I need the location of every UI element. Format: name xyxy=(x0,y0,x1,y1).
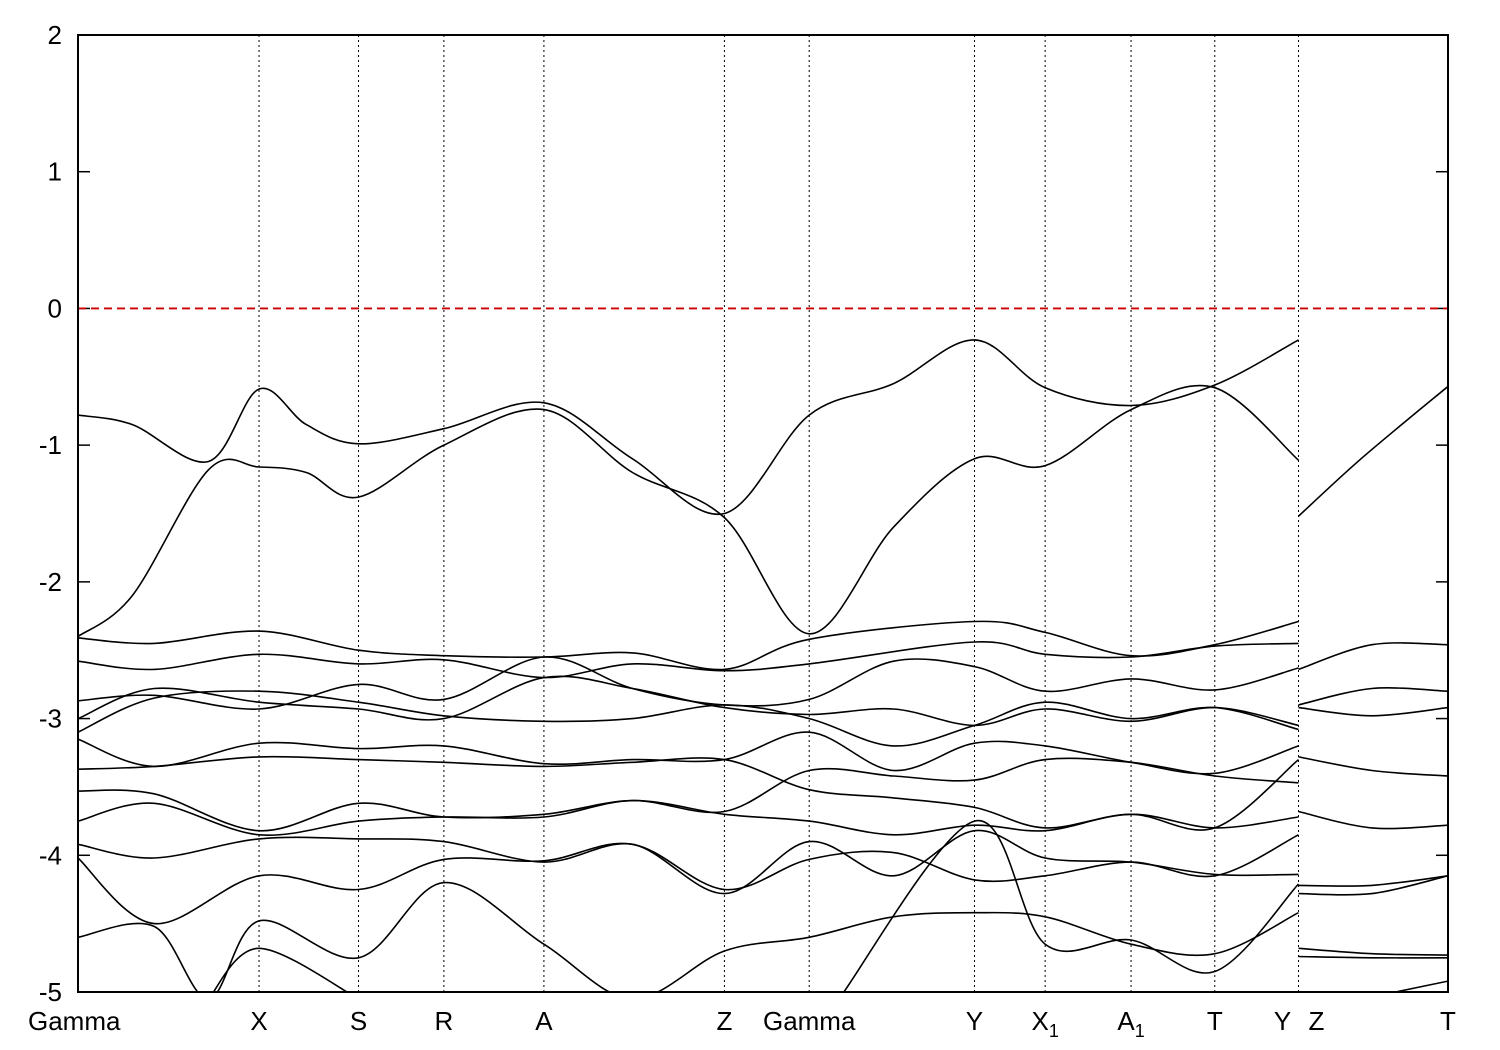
band-line-10 xyxy=(1298,706,1448,717)
band-line-1 xyxy=(78,339,1299,516)
band-line-14 xyxy=(1298,756,1448,777)
x-kpoint-label: Z xyxy=(1309,1006,1325,1036)
y-tick-label: 2 xyxy=(48,20,62,50)
y-tick-label: -5 xyxy=(39,977,62,1007)
x-kpoint-label-subscript: 1 xyxy=(1049,1021,1059,1041)
band-line-21 xyxy=(1298,875,1448,896)
x-kpoint-label: T xyxy=(1440,1006,1456,1036)
band-line-6 xyxy=(1298,642,1448,671)
x-kpoint-label: S xyxy=(350,1006,367,1036)
band-line-19 xyxy=(1298,875,1448,887)
y-tick-label: -1 xyxy=(39,430,62,460)
band-line-13 xyxy=(78,755,1300,831)
band-line-4 xyxy=(78,620,1299,671)
x-kpoint-label: A1 xyxy=(1117,1006,1144,1041)
band-line-23 xyxy=(212,947,349,992)
x-kpoint-label: Gamma xyxy=(28,1006,121,1036)
x-kpoint-label: A xyxy=(535,1006,553,1036)
plot-frame xyxy=(77,34,1449,993)
band-line-8 xyxy=(78,675,1299,727)
x-kpoint-label: X1 xyxy=(1031,1006,1058,1041)
y-tick-label: 1 xyxy=(48,157,62,187)
x-kpoint-label: R xyxy=(434,1006,453,1036)
y-tick-label: -3 xyxy=(39,704,62,734)
band-line-25 xyxy=(1298,947,1448,956)
band-line-11 xyxy=(78,690,1299,747)
x-kpoint-label-subscript: 1 xyxy=(1135,1021,1145,1041)
band-line-5 xyxy=(78,641,1299,679)
y-tick-label: 0 xyxy=(48,293,62,323)
x-kpoint-label: Y xyxy=(966,1006,983,1036)
band-line-16 xyxy=(1298,810,1448,830)
band-line-27 xyxy=(1391,980,1448,992)
bands-group xyxy=(78,339,1448,992)
y-tick-label: -4 xyxy=(39,840,62,870)
band-line-18 xyxy=(78,834,1299,891)
x-kpoint-label: Gamma xyxy=(763,1006,856,1036)
band-line-9 xyxy=(1298,687,1448,706)
band-line-20 xyxy=(78,829,1299,925)
band-line-22 xyxy=(78,881,1299,992)
x-kpoint-label: X xyxy=(250,1006,267,1036)
x-kpoint-label: T xyxy=(1207,1006,1223,1036)
band-line-2 xyxy=(78,384,1300,638)
y-tick-label: -2 xyxy=(39,567,62,597)
x-kpoint-label: Z xyxy=(716,1006,732,1036)
x-kpoint-label: Y xyxy=(1274,1006,1291,1036)
band-line-3 xyxy=(1297,385,1448,517)
band-line-12 xyxy=(78,731,1299,775)
band-line-24 xyxy=(843,820,1300,992)
band-line-17 xyxy=(78,799,1299,837)
band-line-15 xyxy=(78,757,1299,832)
band-line-26 xyxy=(1298,955,1448,959)
